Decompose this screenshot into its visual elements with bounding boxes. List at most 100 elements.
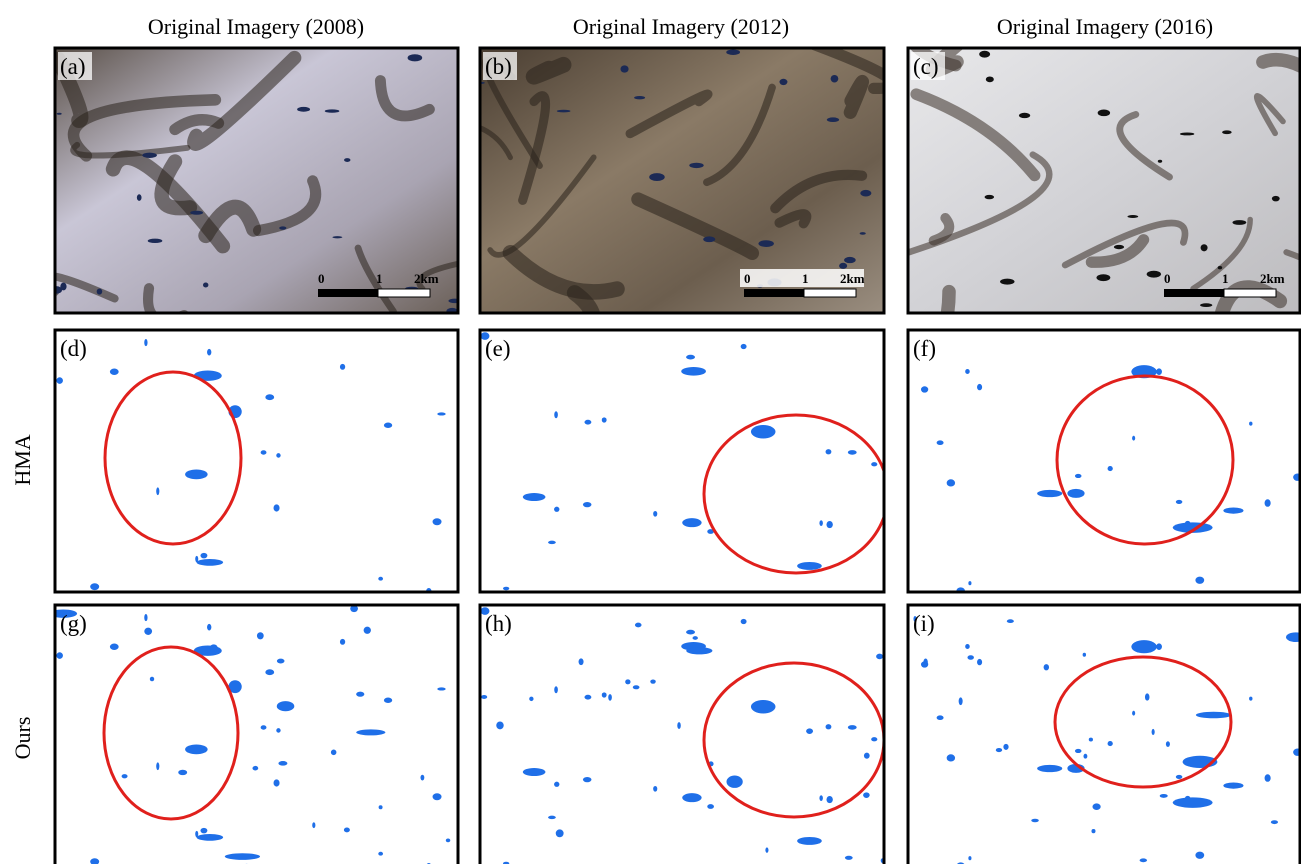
lake-mask [863, 792, 870, 798]
lake-mask [496, 721, 503, 729]
lake-mask [968, 581, 971, 585]
lake-mask [144, 628, 152, 635]
lake-mask [1067, 489, 1084, 498]
lake-mask [1044, 664, 1049, 670]
lake-mask [548, 816, 556, 819]
lake-mask [523, 493, 546, 501]
lake [1232, 220, 1246, 225]
lake-mask [265, 669, 274, 675]
lake-mask [633, 685, 640, 689]
scale-label: 2km [840, 271, 865, 286]
lake [689, 163, 703, 168]
lake-mask [1091, 829, 1095, 833]
lake-mask [144, 339, 147, 346]
panel [908, 605, 1301, 864]
lake-mask [446, 838, 450, 842]
lake-mask [848, 725, 857, 730]
lake-mask [197, 834, 224, 841]
scale-bar-black [744, 289, 804, 297]
lake-mask [921, 386, 928, 392]
lake-mask [200, 828, 207, 834]
lake-mask [548, 541, 556, 544]
lake [190, 211, 203, 215]
lake-mask [278, 761, 287, 766]
lake-mask [1075, 474, 1082, 478]
lake-mask [156, 762, 159, 770]
lake-mask [110, 369, 119, 375]
panel [55, 330, 458, 595]
column-title: Original Imagery (2008) [148, 14, 364, 39]
row-label: Ours [10, 717, 35, 760]
lake [137, 194, 142, 201]
lake-mask [602, 692, 607, 697]
lake-mask [1156, 643, 1162, 650]
lake-mask [257, 632, 264, 639]
lake-mask [1223, 508, 1243, 514]
lake-mask [1173, 797, 1213, 807]
lake-mask [937, 715, 944, 720]
panel-label: (g) [60, 611, 87, 636]
lake [1000, 279, 1014, 285]
lake-mask [1140, 858, 1147, 862]
lake-mask [608, 694, 612, 701]
lake-mask [741, 344, 747, 349]
lake-mask [1196, 712, 1231, 719]
lake-mask [584, 695, 591, 700]
lake-mask [195, 831, 198, 837]
panel-label: (h) [485, 611, 512, 636]
lake [726, 49, 740, 55]
lake [57, 113, 62, 115]
column-title: Original Imagery (2016) [997, 14, 1213, 39]
lake [649, 173, 664, 181]
lake-mask [965, 369, 970, 374]
lake [97, 288, 103, 294]
lake-mask [277, 701, 295, 711]
lake-mask [433, 793, 442, 800]
lake-mask [693, 636, 698, 640]
lake-mask [1176, 500, 1183, 504]
lake-mask [554, 507, 559, 512]
lake-mask [1166, 741, 1170, 747]
scale-label: 1 [1222, 271, 1229, 286]
lake-mask [947, 479, 955, 486]
lake-mask [1003, 744, 1008, 750]
panel [49, 605, 458, 864]
lake-mask [384, 698, 392, 703]
panel-label: (f) [913, 336, 936, 361]
lake-mask [90, 583, 99, 590]
lake-mask [947, 754, 955, 761]
lake-mask [707, 804, 714, 809]
lake [557, 110, 571, 113]
lake [1222, 130, 1232, 134]
lake-mask [681, 367, 706, 376]
lake-mask [797, 837, 822, 845]
lake-mask [420, 775, 424, 781]
lake-mask [751, 700, 776, 713]
lake-mask [968, 856, 971, 860]
lake [860, 232, 866, 235]
lake-mask [583, 777, 591, 782]
lake-mask [225, 853, 260, 860]
lake-mask [826, 521, 832, 528]
scale-bar-black [1164, 289, 1224, 297]
panel [908, 330, 1301, 594]
lake-mask [864, 753, 870, 759]
lake-mask [1249, 697, 1252, 701]
lake [297, 107, 310, 112]
lake-mask [437, 412, 445, 415]
scale-label: 1 [802, 271, 809, 286]
lake-mask [210, 644, 218, 651]
lake-mask [364, 627, 371, 634]
lake-mask [331, 750, 337, 756]
lake [408, 54, 423, 61]
lake-mask [996, 748, 1002, 752]
ridge [534, 65, 564, 77]
lake-mask [1083, 653, 1086, 657]
lake-mask [797, 562, 822, 570]
scale-bar-white [378, 289, 430, 297]
lake [779, 79, 787, 85]
scale-bar-black [318, 289, 378, 297]
lake [1114, 245, 1124, 249]
lake-mask [274, 779, 280, 786]
row-label: HMA [10, 434, 35, 485]
